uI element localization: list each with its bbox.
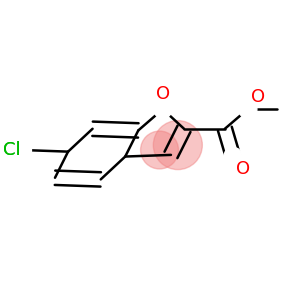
Text: O: O	[251, 88, 265, 106]
Circle shape	[13, 141, 32, 159]
Bar	[0, 140, 26, 160]
Circle shape	[238, 100, 257, 118]
Text: Cl: Cl	[3, 141, 21, 159]
Text: Cl: Cl	[3, 141, 21, 159]
Circle shape	[224, 147, 242, 166]
Text: O: O	[236, 160, 250, 178]
Circle shape	[154, 100, 172, 118]
Circle shape	[141, 131, 178, 169]
Text: O: O	[156, 85, 170, 103]
Circle shape	[153, 121, 202, 170]
